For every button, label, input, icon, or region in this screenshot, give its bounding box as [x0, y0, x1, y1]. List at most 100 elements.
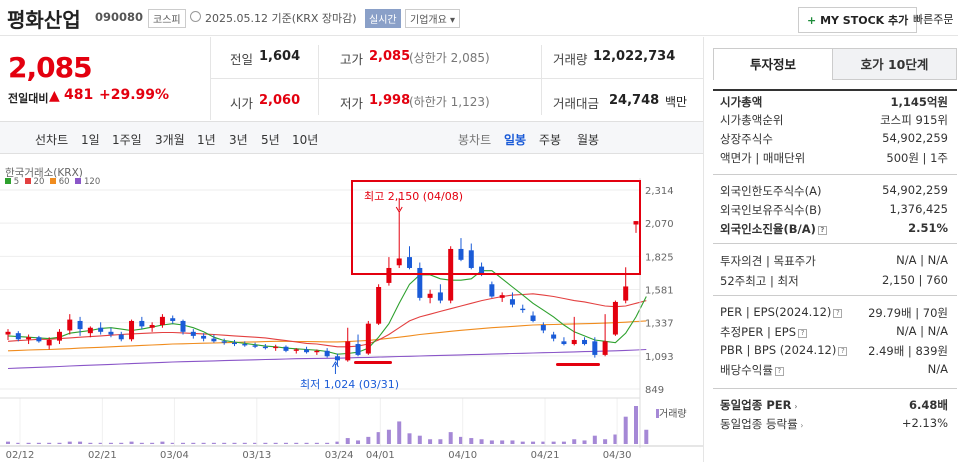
volume-bar: [325, 442, 330, 444]
volume-bar: [417, 435, 422, 444]
my-stock-label: MY STOCK 추가: [820, 14, 909, 27]
period-monthly[interactable]: 월봉: [577, 133, 600, 147]
candle-body: [129, 320, 135, 340]
amount-value: 24,748: [609, 93, 660, 108]
period-3y[interactable]: 3년: [229, 133, 248, 147]
annotation-low: 최저 1,024 (03/31): [300, 378, 400, 391]
help-icon[interactable]: ?: [833, 309, 843, 318]
help-icon[interactable]: ?: [817, 226, 827, 235]
period-daily[interactable]: 일봉: [504, 133, 527, 147]
change-label: 전일대비: [8, 92, 49, 105]
source-label: 한국거래소(KRX): [5, 167, 83, 179]
info-value: 54,902,259: [882, 131, 948, 145]
period-1w[interactable]: 1주일: [112, 133, 142, 147]
tab-order-book[interactable]: 호가 10단계: [832, 48, 957, 80]
volume-bar: [6, 441, 10, 444]
volume-bar: [345, 438, 350, 444]
my-stock-add-button[interactable]: + MY STOCK 추가: [798, 7, 918, 33]
change-rate: +29.99%: [99, 87, 170, 103]
candle-body: [417, 267, 423, 298]
candle-body: [365, 323, 371, 354]
help-icon[interactable]: ?: [838, 347, 848, 356]
info-key: 동일업종 등락률: [720, 417, 798, 431]
candle-body: [314, 350, 320, 353]
x-tick-label: 04/01: [366, 450, 395, 461]
y-tick-label: 2,070: [645, 219, 674, 230]
help-icon[interactable]: ?: [774, 367, 784, 376]
tab-investment-info[interactable]: 투자정보: [713, 48, 833, 80]
realtime-button[interactable]: 실시간: [365, 9, 401, 28]
info-key: 외국인한도주식수(A): [720, 184, 822, 198]
stock-chart: 02/12 02/21 03/04 03/13 03/24 04/01 04/10 04/21…: [0, 178, 703, 461]
volume-bar: [170, 442, 175, 444]
volume-bar: [304, 442, 309, 444]
candle-body: [561, 341, 567, 345]
period-line-chart[interactable]: 선차트: [35, 133, 69, 147]
candle-chart-label[interactable]: 봉차트: [458, 133, 492, 147]
chevron-right-icon: ›: [797, 421, 804, 430]
red-underline-mark: [556, 363, 600, 366]
candle-body: [118, 334, 124, 340]
candle-body: [56, 331, 62, 341]
candle-body: [242, 344, 248, 346]
candle-body: [551, 334, 557, 339]
summary-divider: [211, 78, 703, 79]
info-row-sector-per[interactable]: 동일업종 PER › 6.48배: [720, 395, 948, 414]
volume-bar: [88, 442, 93, 444]
company-overview-button[interactable]: 기업개요 ▾: [405, 9, 461, 28]
info-tabs: 투자정보 호가 10단계: [713, 48, 957, 81]
candle-body: [252, 345, 258, 347]
ma60-label: 60: [58, 177, 70, 187]
volume-bar: [314, 442, 319, 444]
period-5y[interactable]: 5년: [261, 133, 280, 147]
volume-bar: [211, 442, 216, 444]
info-value: 2,150 | 760: [881, 273, 948, 287]
y-tick-label: 1,337: [645, 319, 674, 330]
info-value: 2.49배 | 839원: [868, 344, 948, 358]
period-1d[interactable]: 1일: [81, 133, 100, 147]
candle-body: [509, 299, 515, 305]
volume-bar: [489, 440, 494, 444]
volume-axis-text: 거래량: [659, 409, 687, 420]
volume-bar: [242, 442, 247, 444]
info-value: N/A: [927, 362, 948, 376]
info-value: 500원 | 1주: [886, 151, 948, 165]
ma120-swatch: [75, 178, 82, 184]
volume-bar: [500, 440, 505, 444]
candle-body: [159, 316, 165, 326]
ma20-swatch: [24, 178, 31, 184]
volume-bar: [531, 441, 536, 444]
candle-body: [5, 331, 11, 335]
y-tick-label: 1,581: [645, 286, 674, 297]
info-key: 외국인보유주식수(B): [720, 203, 822, 217]
volume-bar: [263, 442, 268, 444]
info-row-listed-shares: 상장주식수 54,902,259: [720, 129, 948, 148]
volume-bar: [222, 442, 227, 444]
period-weekly[interactable]: 주봉: [539, 133, 562, 147]
info-key: 투자의견 | 목표주가: [720, 254, 816, 268]
info-row-sector-change[interactable]: 동일업종 등락률 › +2.13%: [720, 414, 948, 433]
period-3m[interactable]: 3개월: [155, 133, 185, 147]
quick-order-link[interactable]: 빠른주문: [913, 13, 954, 26]
volume-bar: [98, 442, 103, 444]
candle-body: [324, 350, 330, 357]
candle-body: [190, 331, 196, 336]
candle-body: [520, 308, 526, 311]
candle-body: [468, 250, 474, 268]
period-10y[interactable]: 10년: [292, 133, 319, 147]
clock-icon: [190, 11, 201, 22]
info-row-foreign-holdings: 외국인보유주식수(B) 1,376,425: [720, 200, 948, 219]
prev-close-value: 1,604: [259, 49, 301, 64]
candle-body: [139, 320, 145, 327]
candle-body: [231, 342, 237, 345]
help-icon[interactable]: ?: [798, 329, 808, 338]
volume-bar: [78, 441, 83, 444]
volume-bar: [541, 441, 546, 444]
up-arrow-icon: ▲: [49, 88, 60, 104]
ma60-swatch: [50, 178, 57, 184]
volume-swatch: [656, 409, 659, 418]
open-value: 2,060: [259, 93, 301, 108]
info-key: PER | EPS(2024.12): [720, 305, 832, 319]
candle-body: [334, 356, 340, 361]
period-1y[interactable]: 1년: [197, 133, 216, 147]
